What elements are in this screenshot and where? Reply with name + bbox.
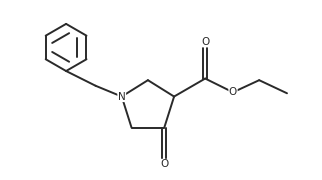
Text: N: N [118,92,126,102]
Text: O: O [160,159,168,169]
Text: O: O [201,37,209,47]
Text: O: O [229,87,237,97]
